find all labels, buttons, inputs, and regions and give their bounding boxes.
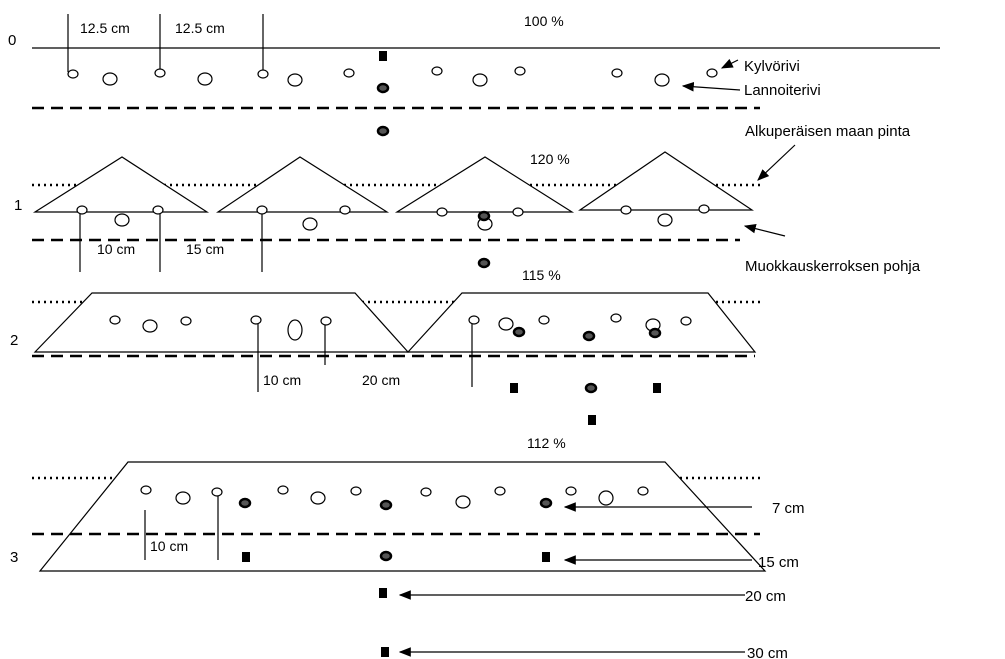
percent: 115 % (522, 267, 561, 283)
depth-label: 15 cm (758, 554, 799, 571)
fertilizer (654, 73, 670, 87)
seed (67, 69, 79, 79)
seeds-fertilizer (67, 51, 718, 657)
percent: 100 % (524, 13, 564, 29)
seed (256, 205, 268, 215)
seed (350, 486, 362, 496)
row-label: 1 (14, 197, 22, 214)
fertilizer-dot (477, 257, 491, 269)
row-label: 2 (10, 332, 18, 349)
fertilizer-dot (376, 82, 390, 94)
fertilizer-dot (376, 125, 390, 137)
seed (620, 205, 632, 215)
measure: 10 cm (97, 241, 135, 257)
seed (277, 485, 289, 495)
seed (610, 313, 622, 323)
seed (494, 486, 506, 496)
seed (152, 205, 164, 215)
fertilizer (175, 491, 191, 505)
seed (257, 69, 269, 79)
measure: 10 cm (263, 372, 301, 388)
depth-label: 30 cm (747, 645, 788, 659)
seed (514, 66, 526, 76)
fertilizer (142, 319, 158, 333)
measure: 12.5 cm (175, 20, 225, 36)
measure: 15 cm (186, 241, 224, 257)
fertilizer-dot (379, 550, 393, 562)
percent: 120 % (530, 151, 570, 167)
fertilizer (287, 319, 303, 341)
seed (211, 487, 223, 497)
fertilizer (455, 495, 471, 509)
measure: 10 cm (150, 538, 188, 554)
fertilizer-dot (477, 210, 491, 222)
fertilizer-dot (379, 499, 393, 511)
fertilizer-dot (539, 497, 553, 509)
fertilizer-square (379, 588, 387, 598)
fertilizer (102, 72, 118, 86)
seed (320, 316, 332, 326)
fertilizer (598, 490, 614, 506)
measure: 20 cm (362, 372, 400, 388)
fertilizer-dot (238, 497, 252, 509)
seed (611, 68, 623, 78)
seed (140, 485, 152, 495)
legend-label: Lannoiterivi (744, 82, 821, 99)
seed (343, 68, 355, 78)
row-label: 0 (8, 32, 16, 49)
fertilizer (287, 73, 303, 87)
seed (250, 315, 262, 325)
seed (706, 68, 718, 78)
fertilizer-dot (648, 327, 662, 339)
fertilizer (498, 317, 514, 331)
fertilizer-square (510, 383, 518, 393)
fertilizer (657, 213, 673, 227)
seed (512, 207, 524, 217)
seed (698, 204, 710, 214)
depth-label: 7 cm (772, 500, 805, 517)
seed (565, 486, 577, 496)
legend-label: Muokkauskerroksen pohja (745, 258, 921, 275)
seed (436, 207, 448, 217)
seed (680, 316, 692, 326)
fertilizer (472, 73, 488, 87)
seed (180, 316, 192, 326)
legend-label: Alkuperäisen maan pinta (745, 123, 911, 140)
seed (109, 315, 121, 325)
fertilizer-square (542, 552, 550, 562)
seed (154, 68, 166, 78)
depth-label: 20 cm (745, 588, 786, 605)
seed (420, 487, 432, 497)
fertilizer-square (379, 51, 387, 61)
fertilizer-dot (582, 330, 596, 342)
fertilizer-square (588, 415, 596, 425)
seed (468, 315, 480, 325)
row-label: 3 (10, 549, 18, 566)
legend-label: Kylvörivi (744, 58, 800, 75)
layout (32, 14, 940, 657)
seed (339, 205, 351, 215)
labels: 0 1 2 3 100 % 120 % 115 % 112 % 12.5 cm … (8, 13, 921, 659)
fertilizer-dot (584, 382, 598, 394)
percent: 112 % (527, 435, 566, 451)
fertilizer-square (242, 552, 250, 562)
seed (538, 315, 550, 325)
fertilizer-dot (512, 326, 526, 338)
fertilizer (197, 72, 213, 86)
seed (637, 486, 649, 496)
seed (76, 205, 88, 215)
seed (431, 66, 443, 76)
fertilizer (302, 217, 318, 231)
measure: 12.5 cm (80, 20, 130, 36)
fertilizer-square (653, 383, 661, 393)
fertilizer (310, 491, 326, 505)
fertilizer (114, 213, 130, 227)
fertilizer-square (381, 647, 389, 657)
